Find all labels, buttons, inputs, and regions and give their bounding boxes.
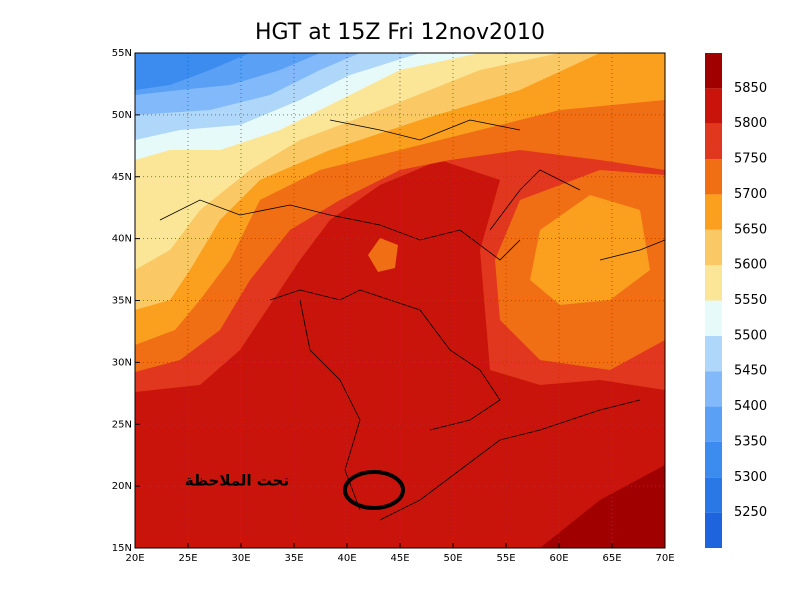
colorbar-swatch — [705, 371, 722, 407]
x-tick-label: 20E — [125, 553, 144, 564]
x-tick-label: 60E — [549, 553, 568, 564]
y-tick-label: 55N — [112, 48, 132, 59]
colorbar-swatch — [705, 406, 722, 442]
x-tick-label: 30E — [231, 553, 250, 564]
highlight-circle — [343, 470, 405, 510]
x-tick-label: 40E — [337, 553, 356, 564]
colorbar-swatch — [705, 88, 722, 124]
x-tick-label: 55E — [496, 553, 515, 564]
y-tick-label: 25N — [112, 419, 132, 430]
x-tick-label: 50E — [443, 553, 462, 564]
graticule — [135, 53, 665, 548]
colorbar-label: 5450 — [734, 364, 767, 379]
colorbar-label: 5800 — [734, 116, 767, 131]
title: HGT at 15Z Fri 12nov2010 — [255, 20, 545, 45]
map — [135, 53, 665, 548]
colorbar-label: 5400 — [734, 399, 767, 414]
y-tick-label: 15N — [112, 543, 132, 554]
colorbar-label: 5700 — [734, 187, 767, 202]
colorbar-label: 5600 — [734, 258, 767, 273]
height-field — [530, 195, 650, 305]
colorbar-swatch — [705, 229, 722, 266]
colorbar-swatch — [705, 265, 722, 301]
height-field — [368, 238, 398, 272]
x-tick-label: 25E — [178, 553, 197, 564]
colorbar-label: 5850 — [734, 81, 767, 96]
y-tick-label: 30N — [112, 357, 132, 368]
colorbar-swatch — [705, 300, 722, 336]
y-tick-label: 20N — [112, 481, 132, 492]
colorbar-label: 5750 — [734, 152, 767, 167]
colorbar-label: 5250 — [734, 505, 767, 520]
colorbar-label: 5350 — [734, 434, 767, 449]
x-tick-label: 65E — [602, 553, 621, 564]
country-borders — [159, 119, 665, 521]
colorbar-label: 5300 — [734, 470, 767, 485]
height-field — [135, 53, 250, 90]
colorbar-swatch — [705, 53, 722, 89]
axis-ticks: 20E 25E 30E 35E 40E 45E 50E 55E 60E 65E 70E 15N 20N 2… — [112, 48, 675, 564]
y-tick-label: 35N — [112, 296, 132, 307]
colorbar-label: 5650 — [734, 222, 767, 237]
colorbar-label: 5550 — [734, 293, 767, 308]
colorbar-swatch — [705, 477, 722, 513]
x-tick-label: 45E — [390, 553, 409, 564]
colorbar-label: 5500 — [734, 328, 767, 343]
y-tick-label: 50N — [112, 110, 132, 121]
x-tick-label: 35E — [284, 553, 303, 564]
colorbar-swatch — [705, 335, 722, 372]
annotation: تحت الملاحظة — [185, 472, 289, 490]
colorbar-swatch — [705, 123, 722, 160]
y-tick-label: 45N — [112, 172, 132, 183]
colorbar-swatch — [705, 194, 722, 230]
colorbar-swatch — [705, 512, 722, 548]
colorbar-swatch — [705, 441, 722, 478]
colorbar-swatch — [705, 159, 722, 195]
colorbar: 5250 5300 5350 5400 5450 5500 5550 5600 5650 5700… — [705, 53, 767, 548]
y-tick-label: 40N — [112, 234, 132, 245]
x-tick-label: 70E — [655, 553, 674, 564]
height-field — [540, 465, 665, 548]
